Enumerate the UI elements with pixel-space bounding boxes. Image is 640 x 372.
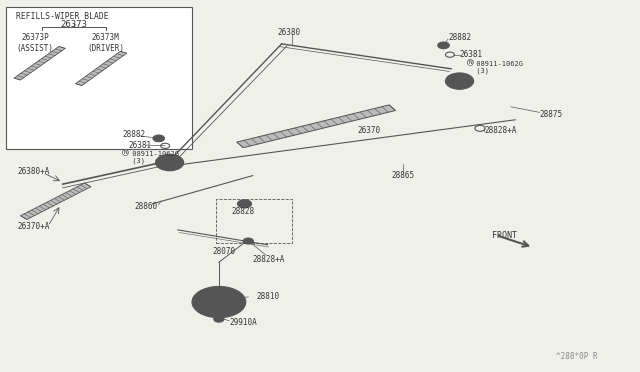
Circle shape [205,311,211,315]
Text: 28070: 28070 [212,247,236,256]
Circle shape [156,154,184,171]
Polygon shape [20,183,91,219]
Text: 08911-1062G
 (3): 08911-1062G (3) [128,151,179,164]
Circle shape [243,238,253,244]
Text: 26380+A: 26380+A [18,167,51,176]
Polygon shape [237,105,396,148]
Text: 26380: 26380 [278,28,301,37]
Text: 28828+A: 28828+A [253,255,285,264]
Text: 28875: 28875 [540,110,563,119]
Text: 26373: 26373 [60,20,87,29]
Text: 28882: 28882 [448,33,471,42]
Text: REFILLS-WIPER BLADE: REFILLS-WIPER BLADE [16,12,109,21]
Text: 26370: 26370 [357,126,380,135]
Circle shape [227,311,233,315]
Text: 08911-1062G
 (3): 08911-1062G (3) [472,61,524,74]
Text: 26381: 26381 [128,141,151,150]
Text: 28882: 28882 [123,130,146,139]
Text: 28865: 28865 [392,171,415,180]
Circle shape [438,42,449,49]
Circle shape [194,300,200,304]
Circle shape [237,200,252,208]
Circle shape [201,292,237,312]
Polygon shape [76,51,127,86]
Text: 28810: 28810 [256,292,279,301]
Text: 28860: 28860 [134,202,157,211]
Circle shape [237,300,244,304]
Text: 26381: 26381 [460,50,483,59]
Text: N: N [468,60,472,65]
Polygon shape [14,46,65,80]
Bar [6,7,192,149]
Text: FRONT: FRONT [492,231,516,240]
Text: 26370+A: 26370+A [18,222,51,231]
Circle shape [445,73,474,89]
Text: 29910A: 29910A [229,318,257,327]
Circle shape [161,158,178,167]
Text: N: N [124,150,127,155]
Circle shape [214,316,224,322]
Text: 26373M
(DRIVER): 26373M (DRIVER) [87,33,124,53]
Bar [216,199,292,243]
Circle shape [211,298,227,307]
Circle shape [451,76,468,86]
Text: ^288*0P R: ^288*0P R [556,352,597,361]
Circle shape [192,286,246,318]
Text: 26373P
(ASSIST): 26373P (ASSIST) [17,33,54,53]
Circle shape [227,289,233,293]
Text: 28828+A: 28828+A [484,126,517,135]
Circle shape [205,289,211,293]
Text: 28828: 28828 [232,207,255,216]
Circle shape [153,135,164,142]
